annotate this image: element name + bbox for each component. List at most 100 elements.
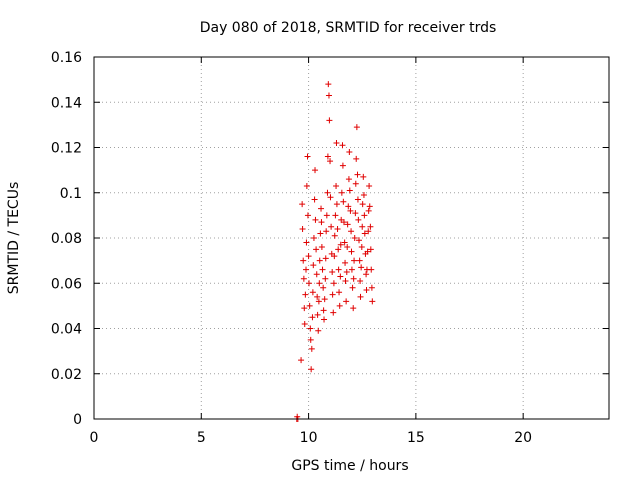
axis-ticks: 0 5 10 15 20 0 0.02 0.04 0.06 0.08 0.1 0.12 0.14 0.16 [51, 50, 609, 446]
grid [94, 57, 609, 419]
data-point [303, 239, 310, 246]
data-point [351, 257, 358, 264]
data-point [313, 271, 320, 278]
data-point [364, 248, 371, 255]
data-point [368, 266, 375, 273]
plot-frame [93, 56, 610, 420]
data-point [303, 182, 310, 189]
data-point [350, 275, 357, 282]
data-point [357, 293, 364, 300]
data-point [363, 287, 370, 294]
data-point [306, 280, 313, 287]
data-point [309, 289, 316, 296]
data-point [323, 212, 330, 219]
data-point [312, 167, 319, 174]
data-point [330, 280, 337, 287]
data-point [324, 153, 331, 160]
data-point [350, 305, 357, 312]
data-point [363, 271, 370, 278]
data-point [315, 327, 322, 334]
data-point [338, 189, 345, 196]
data-point [339, 142, 346, 149]
data-point [354, 196, 361, 203]
x-axis-label: GPS time / hours [291, 458, 408, 474]
data-point [332, 212, 339, 219]
data-point [331, 232, 338, 239]
data-point [321, 296, 328, 303]
chart-title: Day 080 of 2018, SRMTID for receiver trd… [200, 20, 497, 36]
data-point [316, 280, 323, 287]
data-point [318, 219, 325, 226]
x-tick-label: 0 [90, 430, 99, 446]
data-point [333, 201, 340, 208]
data-point [329, 268, 336, 275]
data-point [355, 216, 362, 223]
x-tick-label: 5 [197, 430, 206, 446]
data-point [339, 162, 346, 169]
data-point [300, 275, 307, 282]
data-point [321, 316, 328, 323]
data-point [324, 189, 331, 196]
data-point [365, 228, 372, 235]
data-point [303, 266, 310, 273]
data-point [308, 366, 315, 373]
x-tick-label: 10 [300, 430, 318, 446]
data-point [316, 257, 323, 264]
data-point [328, 223, 335, 230]
data-point [344, 221, 351, 228]
y-tick-label: 0.08 [51, 231, 82, 247]
data-point [309, 314, 316, 321]
data-point [319, 266, 326, 273]
data-point [353, 124, 360, 131]
data-point [327, 158, 334, 165]
y-tick-label: 0.1 [60, 186, 82, 202]
data-point [312, 216, 319, 223]
data-point [356, 237, 363, 244]
data-point [310, 235, 317, 241]
data-point [346, 187, 353, 194]
data-point [357, 277, 364, 284]
y-tick-label: 0.06 [51, 276, 82, 292]
data-point [298, 357, 305, 364]
data-point [314, 293, 321, 300]
data-point [337, 241, 344, 248]
data-point [333, 182, 340, 189]
data-point [349, 284, 356, 291]
data-point [361, 212, 368, 219]
data-point [356, 257, 363, 264]
data-point [343, 268, 350, 275]
data-point [322, 275, 329, 282]
data-point [322, 255, 329, 262]
data-point [301, 305, 308, 312]
data-point [351, 235, 358, 241]
data-point [360, 173, 367, 180]
x-tick-label: 20 [514, 430, 532, 446]
data-point [345, 203, 352, 210]
data-point [327, 194, 334, 201]
data-point [335, 266, 342, 273]
data-point [331, 253, 338, 260]
data-point [313, 246, 320, 253]
data-point [337, 273, 344, 280]
data-point [308, 345, 315, 352]
data-point [340, 198, 347, 205]
data-point [352, 210, 359, 217]
data-point [325, 92, 332, 99]
data-point [334, 225, 341, 232]
data-point [315, 298, 322, 305]
data-point [342, 259, 349, 266]
data-point [318, 205, 325, 212]
data-point [323, 228, 330, 235]
data-point [317, 230, 324, 237]
data-point [301, 320, 308, 327]
data-point [366, 182, 373, 189]
data-point [336, 302, 343, 309]
data-point [304, 153, 311, 160]
data-point [329, 291, 336, 298]
data-point [314, 311, 321, 318]
data-point [347, 207, 354, 214]
data-point [310, 262, 317, 269]
data-point [345, 176, 352, 183]
data-point [367, 246, 374, 253]
